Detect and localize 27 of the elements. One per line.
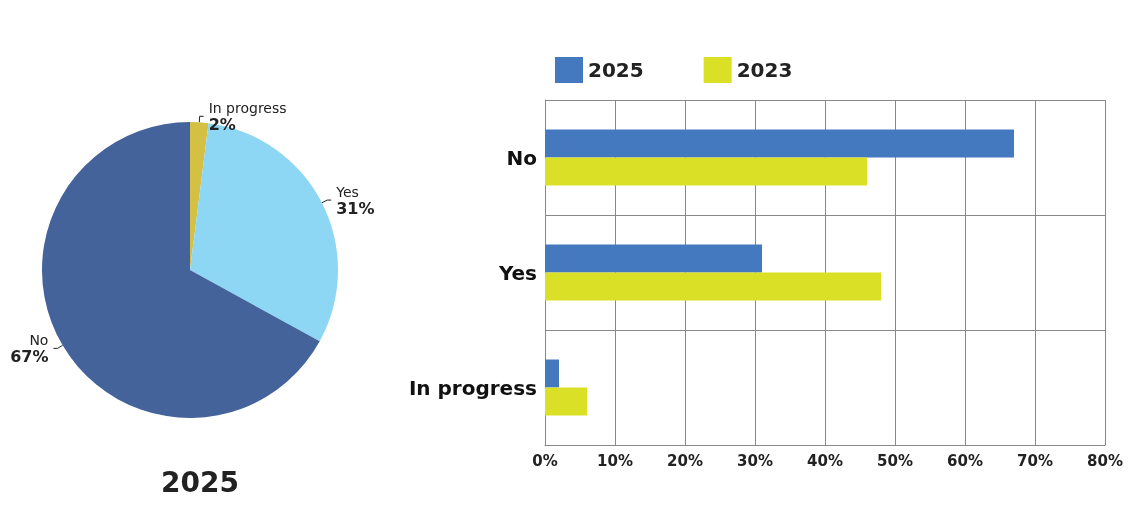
bar (545, 129, 1014, 158)
y-tick-label: Yes (497, 260, 537, 285)
data-label: 31% (336, 199, 375, 219)
text: 2025 (161, 465, 239, 499)
bar (545, 272, 881, 301)
y-tick-label: No (506, 145, 537, 170)
x-tick-label: 80% (1087, 451, 1123, 470)
bar (545, 387, 587, 416)
y-tick-label: In progress (408, 375, 537, 400)
x-tick-label: 30% (737, 451, 773, 470)
legend-label: 2025 (588, 58, 644, 82)
bar (545, 244, 762, 273)
x-tick-label: 70% (1017, 451, 1053, 470)
x-tick-label: 50% (877, 451, 913, 470)
data-label: 2% (208, 115, 236, 135)
data-label: 67% (10, 347, 49, 367)
x-tick-label: 10% (597, 451, 633, 470)
x-tick-label: 40% (807, 451, 843, 470)
x-tick-label: 60% (947, 451, 983, 470)
x-tick-label: 20% (667, 451, 703, 470)
x-tick-label: 0% (532, 451, 558, 470)
bar (545, 359, 559, 388)
bar (545, 157, 867, 186)
legend-label: 2023 (736, 58, 793, 82)
slice-label: No (29, 331, 49, 348)
slice-label: Yes (335, 183, 359, 200)
slice-label: In progress (208, 99, 287, 116)
